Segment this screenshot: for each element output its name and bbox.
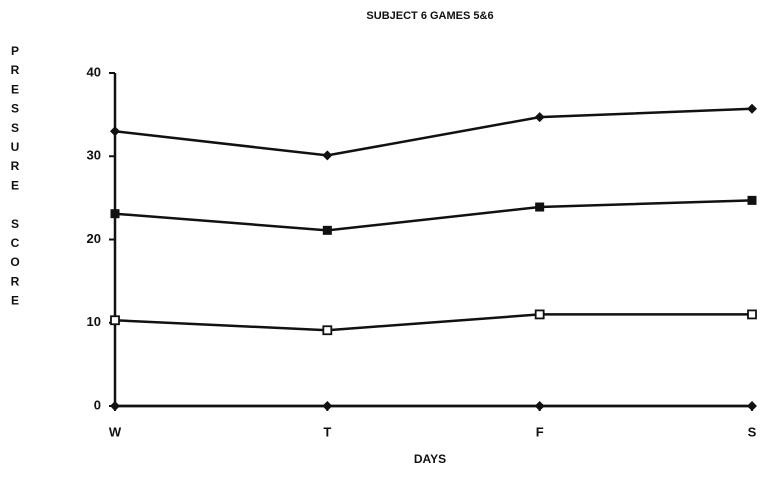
point [110,315,120,326]
point [534,309,545,320]
x-tick-label: F [536,424,544,439]
point [322,325,333,336]
point [747,401,757,411]
series-line [114,199,753,232]
point [747,309,757,320]
y-tick-label: 30 [87,148,101,163]
x-axis-label: DAYS [414,452,446,466]
point [534,401,545,411]
point [747,195,757,205]
point [747,103,757,114]
point [534,112,545,123]
y-tick-label: 0 [94,397,101,412]
point [322,150,333,161]
series-line [114,107,753,157]
point [322,401,333,411]
y-tick-label: 10 [87,314,101,329]
point [535,202,545,212]
x-tick-label: W [109,424,122,439]
y-tick-label: 20 [87,231,101,246]
y-tick-label: 40 [87,64,101,79]
x-tick-label: T [323,424,331,439]
x-tick-label: S [748,424,757,439]
point [110,401,120,411]
point [110,209,120,219]
point [110,126,120,137]
series-line [114,313,752,332]
point [322,225,332,235]
chart-title: SUBJECT 6 GAMES 5&6 [366,10,493,22]
